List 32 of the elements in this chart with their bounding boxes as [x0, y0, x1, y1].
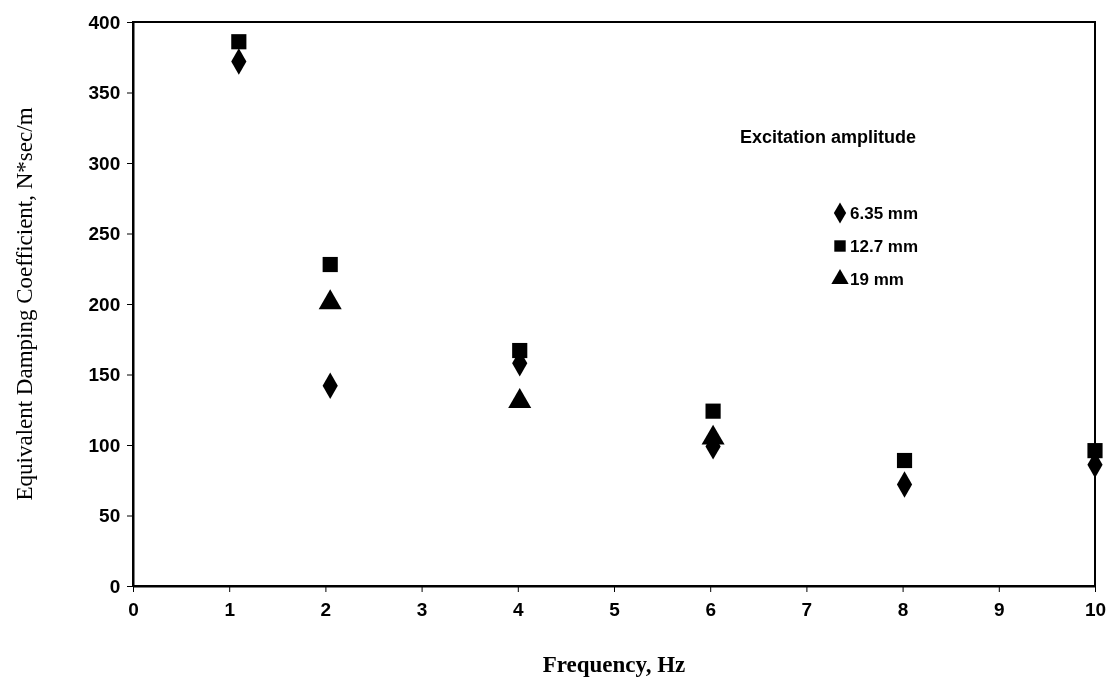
y-tick-label: 50	[99, 505, 121, 527]
legend-title: Excitation amplitude	[740, 127, 917, 147]
x-tick-label: 6	[705, 598, 716, 620]
x-tick-label: 8	[897, 598, 909, 620]
y-tick-label: 100	[88, 434, 121, 456]
x-tick-label: 10	[1084, 598, 1107, 620]
legend-label: 12.7 mm	[850, 237, 919, 256]
x-tick-label: 7	[801, 598, 813, 620]
x-tick-label: 0	[128, 598, 139, 620]
y-tick-label: 0	[109, 575, 121, 597]
x-tick-label: 3	[416, 598, 428, 620]
x-tick-label: 9	[994, 598, 1005, 620]
legend-label: 6.35 mm	[850, 204, 919, 223]
point	[896, 452, 913, 469]
x-tick-label: 2	[320, 598, 332, 620]
point	[322, 256, 338, 273]
point	[1087, 443, 1103, 459]
y-tick-label: 250	[88, 223, 121, 245]
x-axis-title: Frequency, Hz	[542, 652, 686, 677]
y-tick-label: 200	[88, 293, 121, 315]
y-axis-title: Equivalent Damping Coefficient, N*sec/m	[12, 107, 37, 501]
point	[705, 403, 721, 419]
x-tick-label: 5	[609, 598, 621, 620]
y-tick-label: 400	[88, 11, 121, 33]
legend-label: 19 mm	[850, 270, 904, 289]
x-tick-label: 1	[224, 598, 236, 620]
point	[512, 342, 528, 359]
x-tick-label: 4	[513, 598, 525, 620]
y-tick-label: 300	[88, 152, 121, 174]
y-tick-label: 150	[88, 364, 121, 386]
y-tick-label: 350	[88, 82, 121, 104]
point	[231, 34, 247, 50]
